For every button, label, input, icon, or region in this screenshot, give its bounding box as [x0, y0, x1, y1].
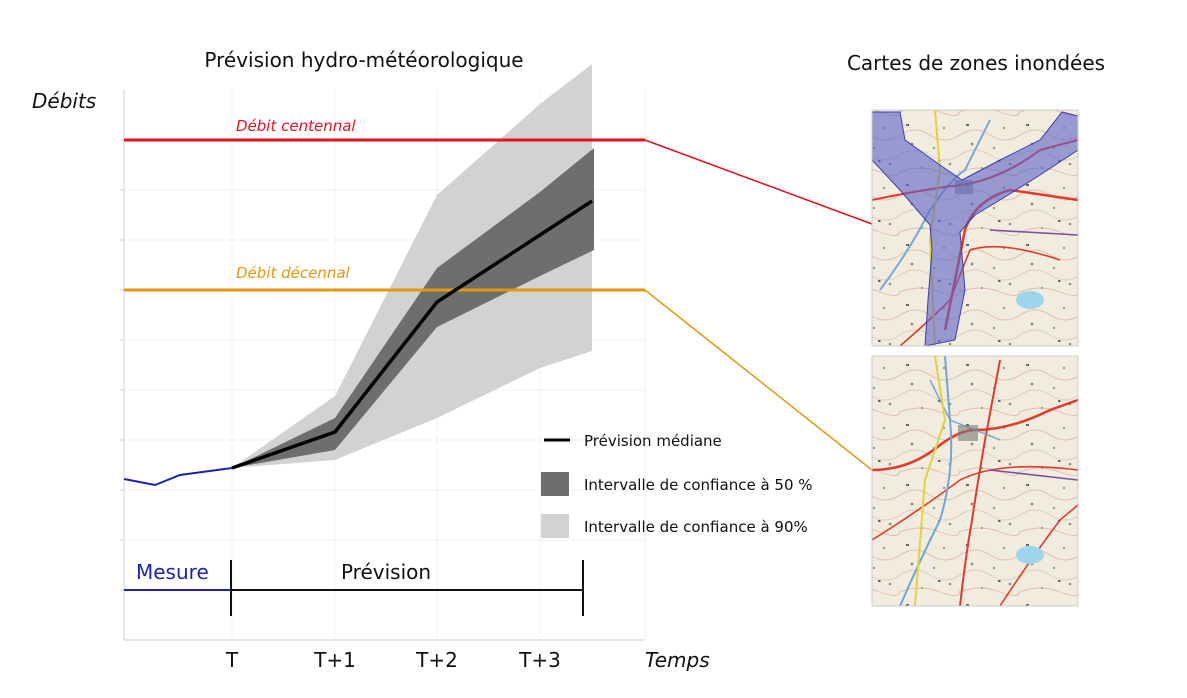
- flood-map-decennial: [872, 356, 1078, 606]
- forecast-title: Prévision hydro-météorologique: [204, 48, 523, 72]
- ci90-band: [232, 64, 592, 468]
- legend-ci90-label: Intervalle de confiance à 90%: [584, 518, 808, 536]
- maps-title: Cartes de zones inondées: [847, 51, 1105, 75]
- legend-ci90-swatch: [541, 514, 569, 538]
- y-axis-label: Débits: [32, 89, 96, 113]
- median-forecast-line: [231, 199, 593, 470]
- x-axis-label: Temps: [645, 648, 710, 672]
- forecast-period-label: Prévision: [341, 560, 431, 584]
- legend: Prévision médiane Intervalle de confianc…: [541, 432, 813, 538]
- flood-zone-overlay: [872, 111, 1078, 346]
- centennial-label: Débit centennal: [236, 117, 356, 135]
- decennial-label: Débit décennal: [236, 264, 351, 282]
- flood-map-centennial: [872, 110, 1078, 346]
- period-indicator: Mesure Prévision: [124, 560, 584, 616]
- x-tick-t: T: [225, 648, 239, 672]
- centennial-threshold: Débit centennal: [124, 117, 873, 225]
- measured-line: [123, 467, 233, 487]
- legend-ci50-swatch: [541, 472, 569, 496]
- legend-median-label: Prévision médiane: [584, 432, 722, 450]
- decennial-threshold: Débit décennal: [124, 264, 873, 471]
- measure-period-label: Mesure: [136, 560, 209, 584]
- x-tick-t1: T+1: [313, 648, 356, 672]
- legend-ci50-label: Intervalle de confiance à 50 %: [584, 476, 813, 494]
- x-tick-t2: T+2: [415, 648, 458, 672]
- ci50-band: [232, 148, 594, 468]
- x-tick-t3: T+3: [518, 648, 561, 672]
